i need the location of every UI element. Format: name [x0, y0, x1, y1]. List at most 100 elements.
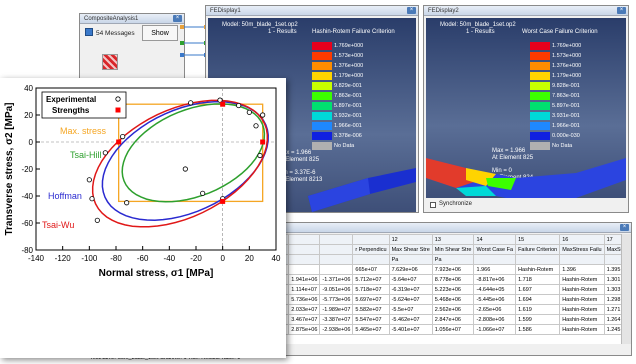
legend-label: 5.897e-001 — [552, 103, 580, 109]
legend-swatch — [530, 62, 550, 70]
table-cell: 2.847e+06 — [431, 314, 475, 325]
legend-title: Worst Case Failure Criterion — [522, 29, 598, 35]
column-number: 17 — [603, 234, 621, 245]
legend-title: Hashin-Rotem Failure Criterion — [312, 29, 395, 35]
table-cell: Hashin-Rotem — [559, 324, 605, 335]
blade-model-view — [308, 168, 416, 212]
x-tick-label: 40 — [272, 254, 281, 263]
legend-label: 3.932e-001 — [334, 113, 362, 119]
tsai-wu-label: Tsai-Wu — [42, 220, 74, 230]
column-header: Min Shear Stre — [431, 244, 475, 255]
legend-swatch — [312, 82, 332, 90]
table-row[interactable]: 53785.736e+06-5.773e+065.697e+07-5.624e+… — [271, 294, 621, 305]
y-tick-label: 20 — [24, 111, 33, 120]
table-cell: -5.624e+07 — [388, 294, 433, 305]
table-cell: 1.303 — [603, 284, 621, 295]
legend-entry: 5.897e-001 — [530, 102, 580, 110]
results-line: 1 - Results — [466, 29, 495, 35]
unit-cell — [603, 254, 621, 265]
y-tick-label: -80 — [21, 246, 33, 255]
unit-cell: Pa — [388, 254, 433, 265]
table-row[interactable]: 53262.875e+06-2.938e+065.465e+07-5.401e+… — [271, 324, 621, 335]
table-cell: 1.966 — [473, 264, 517, 275]
legend-swatch — [312, 62, 332, 70]
legend-entry: 1.573e+000 — [530, 52, 581, 60]
y-axis-label: Transverse stress, σ2 [MPa] — [4, 102, 15, 235]
header-cell — [352, 234, 390, 245]
strength-point — [116, 139, 122, 145]
x-tick-label: -80 — [110, 254, 122, 263]
experimental-point — [260, 112, 266, 118]
legend-swatch — [530, 82, 550, 90]
header-cell — [319, 234, 354, 245]
table-row[interactable]: 54992.033e+07-1.989e+075.582e+07-5.5e+07… — [271, 304, 621, 315]
fe-display-1-titlebar[interactable]: FEDisplay1 × — [206, 6, 418, 16]
legend-label: No Data — [334, 143, 355, 149]
fe-display-1-title: FEDisplay1 — [210, 8, 241, 14]
legend-label: 1.966e-001 — [334, 123, 362, 129]
legend-entry: 3.378e-006 — [312, 132, 362, 140]
legend-label: 1.573e+000 — [334, 53, 364, 59]
close-icon[interactable]: × — [620, 224, 629, 231]
table-cell: -9.051e+06 — [319, 284, 354, 295]
legend-label: 1.376e+000 — [552, 63, 582, 69]
show-messages-button[interactable]: Show — [142, 25, 178, 41]
table-row[interactable]: 8161.114e+07-9.051e+065.718e+07-6.319e+0… — [271, 284, 621, 295]
legend-entry: No Data — [312, 142, 354, 150]
synchronize-checkbox[interactable] — [430, 202, 436, 208]
vertical-scrollbar[interactable] — [621, 234, 631, 344]
table-cell: 1.264 — [603, 314, 621, 325]
legend-swatch — [312, 92, 332, 100]
composite-analysis-titlebar[interactable]: CompositeAnalysis1 × — [80, 14, 184, 24]
x-tick-label: 20 — [245, 254, 254, 263]
fe-display-2-viewport[interactable]: Model: 50m_blade_1set.op2 1 - Results Wo… — [426, 18, 626, 198]
results-table-titlebar[interactable]: × — [271, 223, 631, 233]
fe-display-2-titlebar[interactable]: FEDisplay2 × — [424, 6, 628, 16]
legend-label: 1.573e+000 — [552, 53, 582, 59]
close-icon[interactable]: × — [407, 7, 416, 14]
table-cell: 5.547e+07 — [352, 314, 390, 325]
messages-label: 54 Messages — [96, 30, 135, 37]
legend-entry: 9.828e-001 — [530, 82, 580, 90]
model-line: Model: 50m_blade_1set.op2 — [440, 22, 516, 28]
header-row-units: Pa Pa — [271, 254, 621, 265]
legend-entry: 5.897e-001 — [312, 102, 362, 110]
legend-label: 9.829e-001 — [334, 83, 362, 89]
table-row[interactable]: 55123.467e+07-3.387e+075.547e+07-5.462e+… — [271, 314, 621, 325]
legend-swatch — [312, 52, 332, 60]
composite-analysis-title: CompositeAnalysis1 — [84, 16, 139, 22]
legend-entry: 3.932e-001 — [312, 112, 362, 120]
close-icon[interactable]: × — [173, 15, 182, 22]
experimental-point — [89, 196, 95, 202]
legend-swatch — [312, 102, 332, 110]
table-cell: -1.371e+06 — [319, 274, 354, 285]
table-cell: -5.462e+07 — [388, 314, 433, 325]
legend-swatch — [530, 92, 550, 100]
column-number: 16 — [559, 234, 605, 245]
legend-marker-strengths — [115, 107, 121, 113]
legend-swatch — [530, 72, 550, 80]
legend-label: 5.897e-001 — [334, 103, 362, 109]
legend-label: 3.378e-006 — [334, 133, 362, 139]
table-cell: Hashin-Rotem — [559, 304, 605, 315]
legend-swatch — [530, 132, 550, 140]
table-cell: -8.817e+06 — [473, 274, 517, 285]
table-cell: 1.396 — [559, 264, 605, 275]
failure-envelope-chart: -140 -120 -100 -80 -60 -40 -20 0 20 40 -80 -60 -40 -2… — [0, 78, 286, 358]
chart-legend-box — [41, 91, 127, 119]
table-row[interactable]: 53771.941e+06-1.371e+065.712e+07-5.64e+0… — [271, 274, 621, 285]
experimental-point — [102, 150, 108, 156]
strength-point — [220, 101, 226, 107]
legend-entry: 7.863e-001 — [530, 92, 580, 100]
close-icon[interactable]: × — [617, 7, 626, 14]
table-cell: 1.245 — [603, 324, 621, 335]
legend-label: 1.966e-001 — [552, 123, 580, 129]
x-tick-label: -140 — [28, 254, 45, 263]
legend-label: 7.863e-001 — [334, 93, 362, 99]
column-number: 12 — [388, 234, 433, 245]
legend-swatch — [312, 112, 332, 120]
table-row[interactable]: 665e+07 7.629e+06 7.923e+06 1.966 Hashin-Rot… — [271, 264, 621, 275]
hatched-icon[interactable] — [102, 54, 118, 70]
